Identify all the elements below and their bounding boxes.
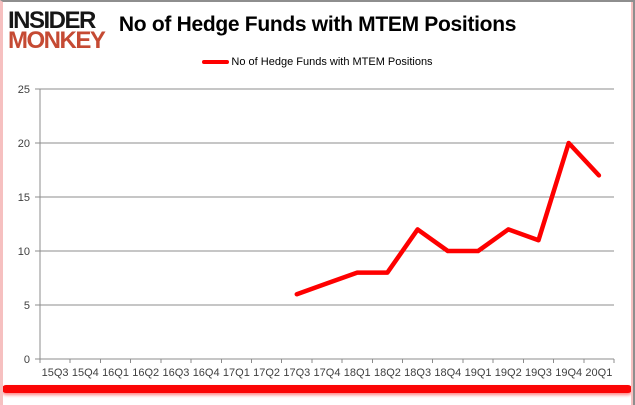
x-tick-label: 17Q3 (283, 367, 310, 379)
x-tick-label: 19Q1 (465, 367, 492, 379)
y-tick-label: 25 (18, 84, 30, 96)
y-tick-label: 0 (24, 354, 30, 366)
x-tick-label: 19Q2 (495, 367, 522, 379)
x-tick-label: 18Q2 (374, 367, 401, 379)
insider-monkey-logo: INSIDER MONKEY (8, 7, 106, 54)
x-tick-label: 16Q4 (193, 367, 220, 379)
logo-text-insider: INSIDER (8, 7, 96, 34)
x-tick-label: 18Q3 (404, 367, 431, 379)
y-tick-label: 20 (18, 138, 30, 150)
chart-title: No of Hedge Funds with MTEM Positions (118, 13, 517, 36)
y-tick-label: 10 (18, 246, 30, 258)
y-tick-label: 15 (18, 192, 30, 204)
legend: No of Hedge Funds with MTEM Positions (0, 56, 635, 68)
red-bottom-border (2, 385, 632, 393)
x-tick-label: 20Q1 (585, 367, 612, 379)
series-line (294, 140, 602, 297)
x-tick-label: 15Q4 (72, 367, 99, 379)
x-tick-label: 17Q2 (253, 367, 280, 379)
x-tick-label: 17Q1 (223, 367, 250, 379)
x-tick-label: 15Q3 (42, 367, 69, 379)
x-tick-label: 19Q3 (525, 367, 552, 379)
x-tick-label: 18Q1 (344, 367, 371, 379)
x-tick-label: 18Q4 (434, 367, 461, 379)
y-tick-label: 5 (24, 300, 30, 312)
x-tick-label: 16Q1 (102, 367, 129, 379)
x-tick-label: 19Q4 (555, 367, 582, 379)
x-tick-label: 16Q2 (132, 367, 159, 379)
x-tick-label: 16Q3 (162, 367, 189, 379)
logo-text-monkey: MONKEY (8, 27, 106, 54)
legend-line-swatch (202, 60, 230, 64)
x-tick-label: 17Q4 (314, 367, 341, 379)
legend-label: No of Hedge Funds with MTEM Positions (231, 56, 433, 68)
